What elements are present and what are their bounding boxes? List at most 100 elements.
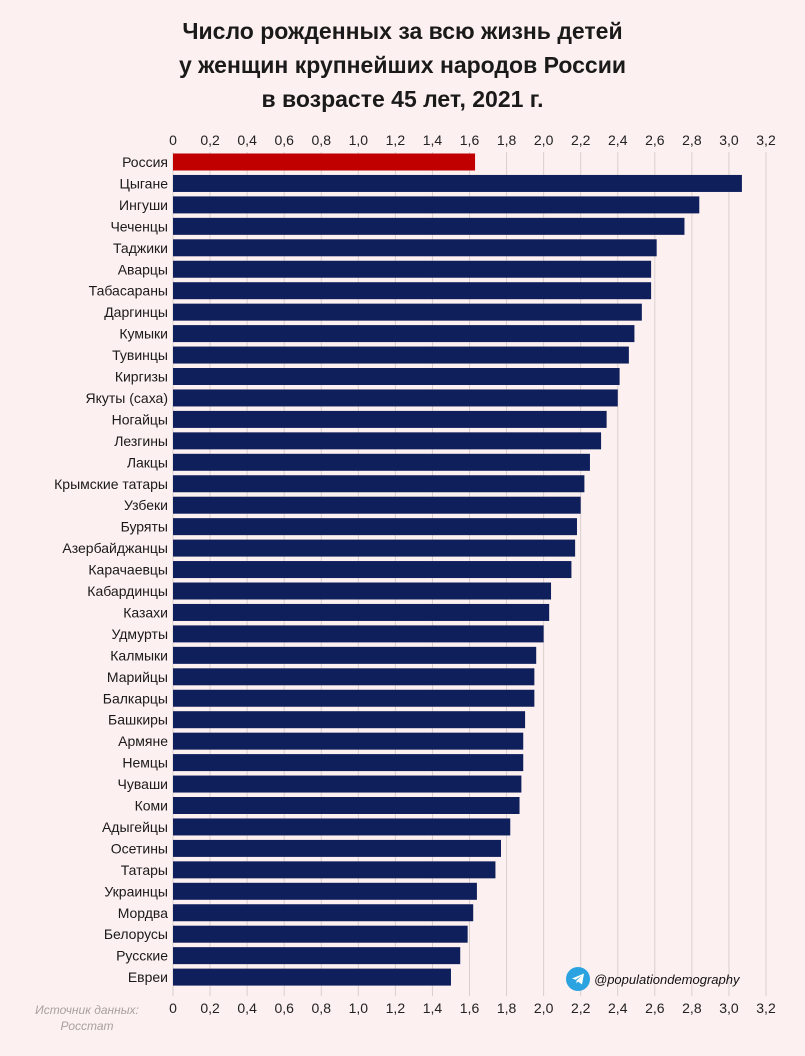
x-tick-label-top: 1,2 [386,132,406,148]
telegram-credit[interactable]: @populationdemography [566,966,739,992]
category-label: Марийцы [107,669,168,685]
category-labels: Россия Цыгане Ингуши Чеченцы Таджики Аварцы Та… [54,154,168,985]
category-label: Немцы [122,755,168,771]
bar [173,947,461,965]
bar [173,303,642,321]
category-label: Евреи [128,969,168,985]
x-tick-label-bottom: 2,6 [645,1000,665,1016]
category-label: Калмыки [110,647,168,663]
x-tick-label-bottom: 2,8 [682,1000,702,1016]
category-label: Ингуши [119,197,168,213]
category-label: Ногайцы [112,411,168,427]
category-label: Лакцы [127,454,168,470]
category-label: Армяне [118,733,168,749]
x-axis-top: 0 0,2 0,4 0,6 0,8 1,0 1,2 1,4 1,6 1,8 2,0 2,2 2,4 2,6… [169,132,776,148]
x-tick-label-bottom: 1,0 [349,1000,369,1016]
x-tick-label-top: 1,0 [349,132,369,148]
category-label: Татары [121,862,168,878]
x-tick-label-top: 1,8 [497,132,517,148]
category-label: Киргизы [115,369,168,385]
x-tick-label-bottom: 3,0 [719,1000,739,1016]
bar [173,732,524,750]
bar [173,925,468,943]
x-tick-label-top: 0 [169,132,177,148]
x-tick-label-top: 0,2 [200,132,220,148]
category-label: Чуваши [118,776,168,792]
category-label: Украинцы [104,883,168,899]
chart-title-line-3: в возрасте 45 лет, 2021 г. [261,86,544,112]
category-label: Казахи [123,604,168,620]
category-label: Аварцы [118,261,168,277]
bar [173,646,537,664]
category-label: Белорусы [104,926,168,942]
x-tick-label-top: 1,6 [460,132,480,148]
category-label: Мордва [118,905,169,921]
bar [173,432,602,450]
bar [173,346,629,364]
x-tick-label-top: 0,6 [274,132,294,148]
category-label: Башкиры [108,712,168,728]
bar [173,711,526,729]
bar [173,968,451,986]
bar [173,410,607,428]
bar [173,174,742,192]
bar [173,389,618,407]
x-tick-label-bottom: 1,2 [386,1000,406,1016]
category-label: Узбеки [124,497,168,513]
bar [173,496,581,514]
x-tick-label-bottom: 2,2 [571,1000,591,1016]
source-label: Источник данных: [35,1003,139,1017]
category-label: Адыгейцы [102,819,168,835]
category-label: Тувинцы [112,347,168,363]
category-label: Лезгины [114,433,168,449]
x-tick-label-top: 3,0 [719,132,739,148]
x-tick-label-top: 0,8 [312,132,332,148]
x-tick-label-bottom: 2,0 [534,1000,554,1016]
x-tick-label-bottom: 0 [169,1000,177,1016]
bar [173,518,577,536]
bar [173,239,657,257]
category-label: Кабардинцы [87,583,168,599]
bar [173,282,652,300]
category-label: Россия [122,154,168,170]
category-label: Даргинцы [104,304,168,320]
bar [173,217,685,235]
chart-title: Число рожденных за всю жизнь детей у жен… [0,14,805,116]
bar [173,368,620,385]
bar [173,453,590,471]
bar [173,839,502,857]
category-label: Осетины [111,840,168,856]
bar [173,539,576,557]
category-label: Цыгане [119,175,168,191]
source-note: Источник данных: Росстат [22,1002,152,1034]
bar [173,775,522,793]
bar [173,260,652,278]
source-name: Росстат [60,1019,114,1033]
x-tick-label-top: 2,4 [608,132,628,148]
x-tick-label-top: 0,4 [237,132,257,148]
bar [173,689,535,707]
bar [173,797,520,814]
x-tick-label-top: 2,8 [682,132,702,148]
bar [173,153,476,171]
category-label: Табасараны [89,283,168,299]
credit-handle[interactable]: @populationdemography [594,971,740,987]
category-label: Якуты (саха) [86,390,169,406]
x-tick-label-bottom: 2,4 [608,1000,628,1016]
telegram-icon [566,967,590,991]
x-tick-label-bottom: 0,6 [274,1000,294,1016]
category-label: Балкарцы [103,690,168,706]
category-label: Коми [135,798,168,814]
bars [173,153,742,986]
category-label: Русские [116,948,168,964]
x-tick-label-bottom: 0,4 [237,1000,257,1016]
bar [173,582,552,600]
category-label: Удмурты [111,626,168,642]
category-label: Крымские татары [54,476,168,492]
x-tick-label-bottom: 0,2 [200,1000,220,1016]
x-axis-bottom: 0 0,2 0,4 0,6 0,8 1,0 1,2 1,4 1,6 1,8 2,0 2,2 2,4 2,6… [169,1000,776,1016]
bar [173,818,511,836]
category-label: Азербайджанцы [62,540,168,556]
bar [173,325,635,343]
category-label: Карачаевцы [88,562,168,578]
